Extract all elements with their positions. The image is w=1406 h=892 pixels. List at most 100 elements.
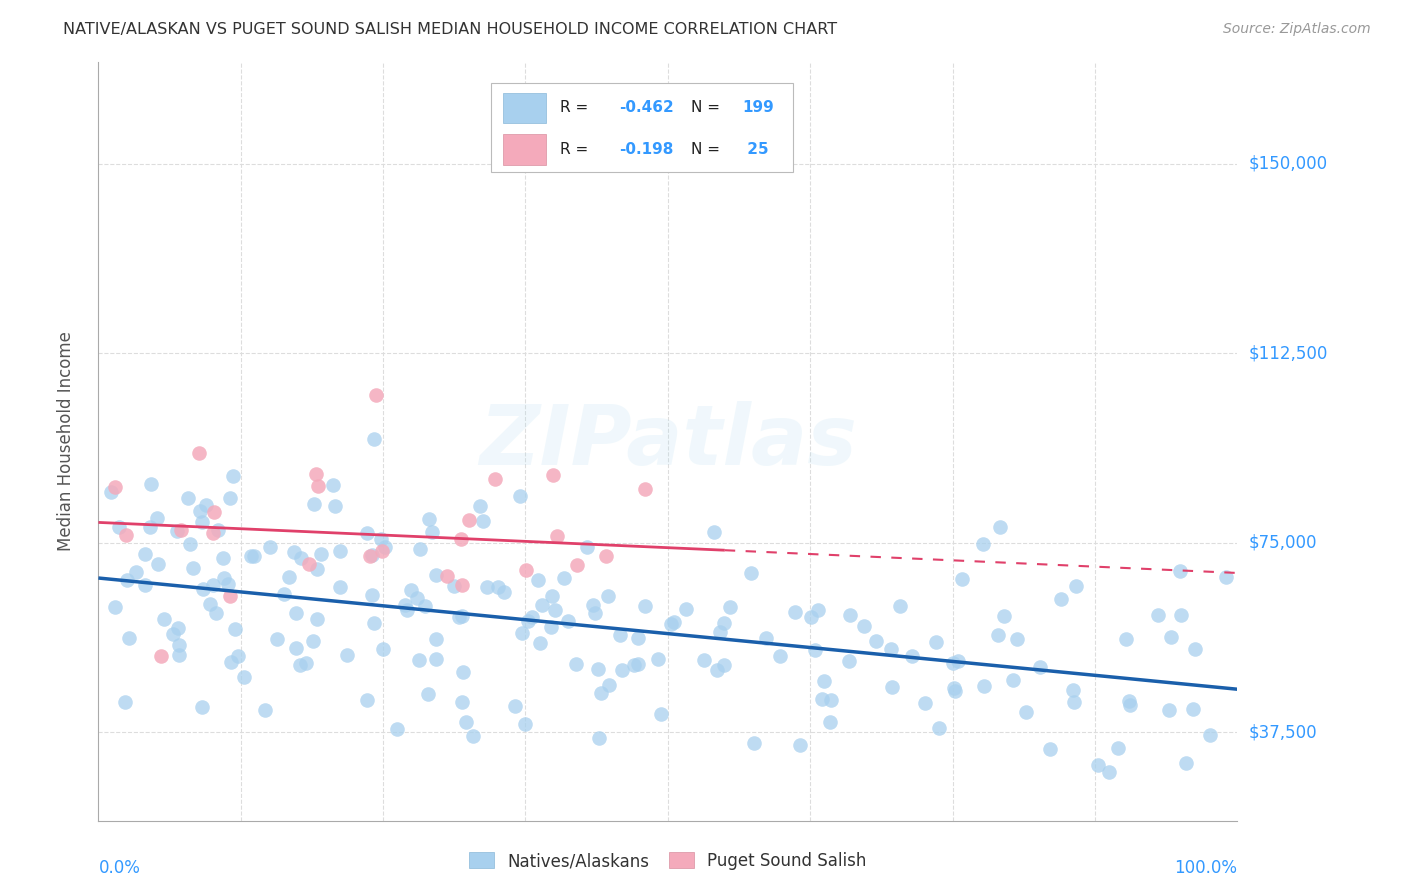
Point: [595, 549, 617, 564]
Point: [591, 686, 613, 700]
Point: [181, 560, 204, 574]
Point: [509, 490, 531, 504]
Point: [100, 485, 122, 500]
Point: [188, 503, 211, 517]
Text: ZIPatlas: ZIPatlas: [479, 401, 856, 482]
Point: [295, 656, 318, 670]
Point: [114, 694, 136, 708]
Point: [201, 526, 224, 541]
Point: [468, 499, 491, 513]
Text: N =: N =: [690, 101, 724, 115]
Point: [1062, 682, 1084, 697]
Point: [194, 498, 217, 512]
Point: [515, 563, 537, 577]
Point: [117, 631, 139, 645]
Point: [436, 569, 458, 583]
Point: [1007, 632, 1029, 646]
Point: [191, 515, 214, 529]
Point: [820, 693, 842, 707]
Point: [401, 583, 423, 598]
Point: [228, 648, 250, 663]
Point: [117, 573, 139, 587]
Point: [692, 653, 714, 667]
Point: [703, 525, 725, 540]
Point: [284, 640, 307, 655]
Point: [425, 652, 447, 666]
Point: [167, 621, 190, 635]
Point: [425, 632, 447, 646]
Point: [987, 627, 1010, 641]
Point: [305, 612, 328, 626]
Point: [363, 433, 385, 447]
Point: [458, 513, 481, 527]
Point: [973, 679, 995, 693]
Point: [1160, 630, 1182, 644]
Point: [191, 700, 214, 714]
Point: [323, 500, 346, 514]
Point: [1170, 607, 1192, 622]
Bar: [503, 93, 546, 123]
Point: [359, 549, 381, 563]
Point: [1039, 741, 1062, 756]
Point: [530, 599, 553, 613]
Point: [598, 678, 620, 692]
Point: [451, 608, 474, 623]
Point: [219, 589, 242, 603]
Point: [1015, 705, 1038, 719]
Point: [880, 681, 903, 695]
Point: [540, 620, 562, 634]
Point: [800, 609, 823, 624]
Point: [450, 694, 472, 708]
Point: [713, 658, 735, 673]
Point: [356, 693, 378, 707]
Point: [740, 566, 762, 580]
Point: [475, 580, 498, 594]
Point: [486, 581, 509, 595]
Point: [134, 577, 156, 591]
Point: [706, 663, 728, 677]
Point: [277, 570, 299, 584]
Point: [149, 648, 172, 663]
Point: [302, 497, 325, 511]
Point: [527, 573, 550, 587]
Point: [198, 597, 221, 611]
Point: [395, 603, 418, 617]
Point: [588, 731, 610, 746]
Point: [283, 544, 305, 558]
Point: [943, 684, 966, 698]
Point: [139, 520, 162, 534]
Point: [205, 607, 228, 621]
Point: [207, 523, 229, 537]
Point: [443, 579, 465, 593]
Point: [104, 480, 127, 494]
Point: [374, 540, 396, 554]
Point: [394, 598, 416, 612]
Point: [634, 482, 657, 496]
Point: [575, 540, 598, 554]
Point: [803, 643, 825, 657]
Point: [259, 540, 281, 554]
Point: [928, 721, 950, 735]
Point: [543, 467, 565, 482]
Point: [222, 469, 245, 483]
Point: [302, 633, 325, 648]
Point: [373, 641, 395, 656]
Point: [627, 657, 650, 672]
Point: [565, 657, 588, 671]
Point: [742, 736, 765, 750]
Point: [361, 588, 384, 602]
Point: [810, 691, 832, 706]
Text: $150,000: $150,000: [1249, 154, 1327, 172]
Point: [134, 547, 156, 561]
Point: [783, 605, 806, 619]
Point: [240, 549, 263, 564]
Point: [356, 525, 378, 540]
Point: [451, 665, 474, 680]
Point: [273, 587, 295, 601]
Point: [807, 602, 830, 616]
Point: [520, 610, 543, 624]
Point: [1147, 607, 1170, 622]
Point: [1028, 660, 1050, 674]
Point: [546, 529, 568, 543]
Point: [447, 610, 470, 624]
